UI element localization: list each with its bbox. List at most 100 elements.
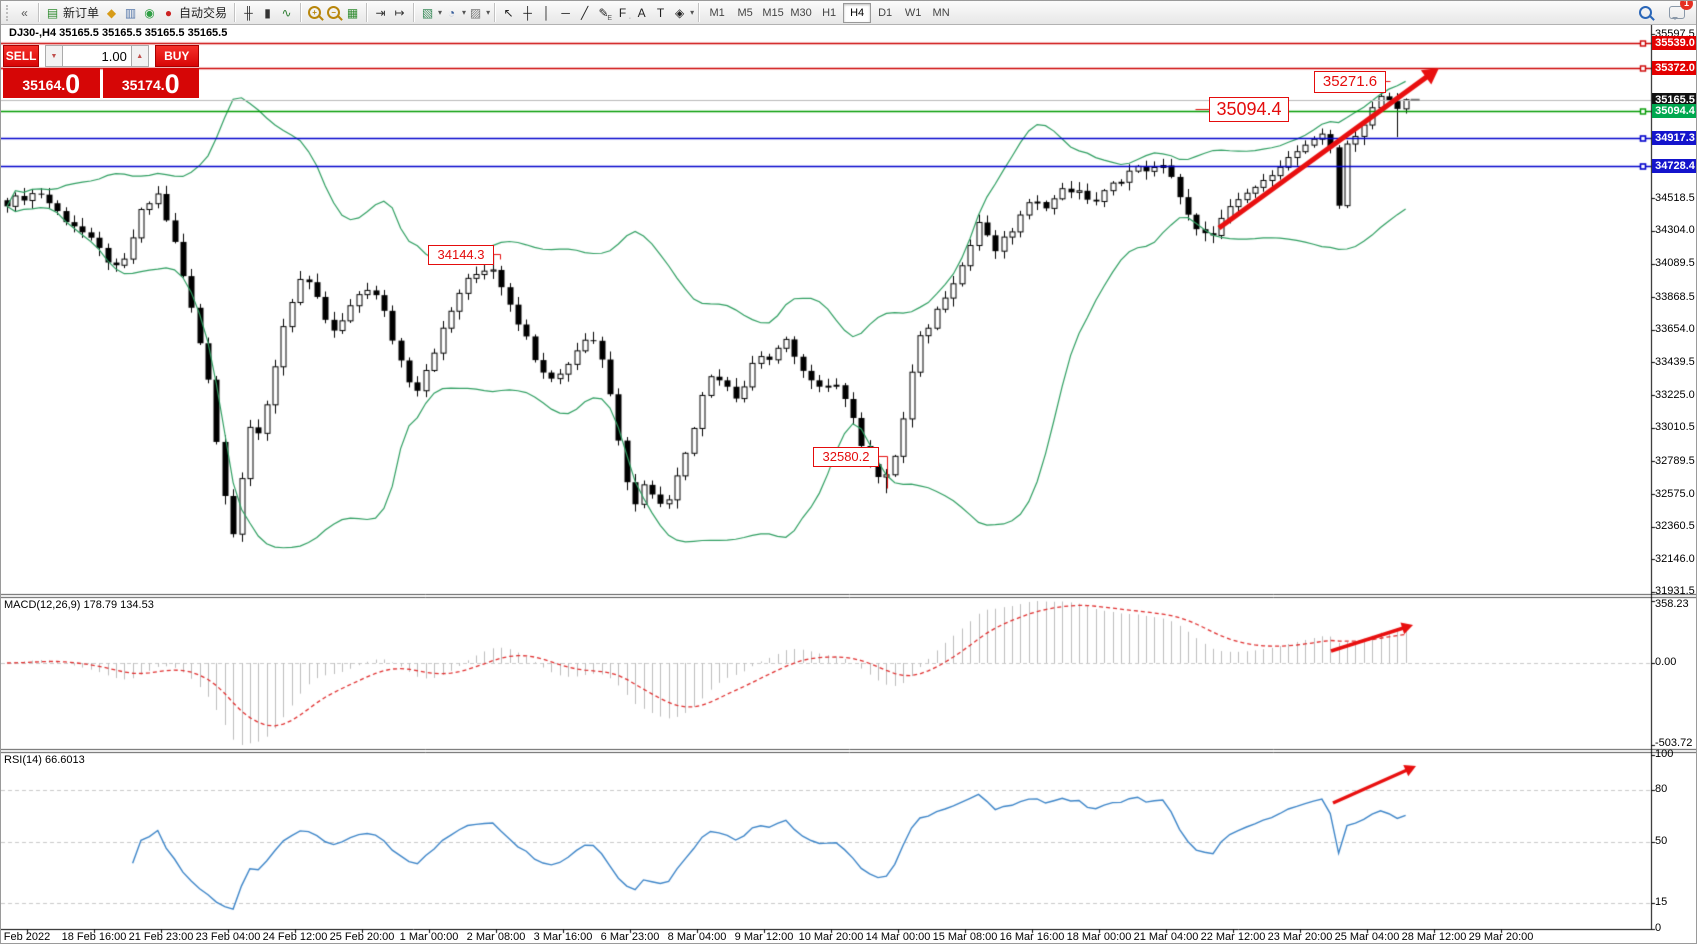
buy-price-display[interactable]: 35174. 0 bbox=[102, 68, 199, 98]
timeframe-h4[interactable]: H4 bbox=[843, 2, 872, 23]
volume-increase-button[interactable]: ▲ bbox=[130, 45, 149, 67]
rsi-scale-label: 15 bbox=[1655, 895, 1668, 908]
macd-indicator-label: MACD(12,26,9) 178.79 134.53 bbox=[4, 599, 154, 611]
timeframe-m30[interactable]: M30 bbox=[790, 6, 812, 19]
price-line-label: 35094.4 bbox=[1652, 103, 1696, 118]
time-tick-label: 21 Feb 23:00 bbox=[128, 931, 194, 943]
buy-button[interactable]: BUY bbox=[154, 45, 199, 67]
new-chart-icon[interactable]: ▧ bbox=[421, 5, 434, 20]
signal-icon[interactable]: ◉ bbox=[144, 5, 155, 20]
notification-badge: 1 bbox=[1680, 1, 1693, 10]
macd-scale-min: -503.72 bbox=[1655, 737, 1693, 749]
arrows-icon[interactable]: ◈ bbox=[674, 5, 685, 20]
zoom-in-icon[interactable]: + bbox=[306, 3, 323, 22]
rsi-scale-label: 0 bbox=[1655, 921, 1662, 934]
arrows-dropdown[interactable]: ▾ bbox=[690, 8, 695, 17]
autotrading-label[interactable]: 自动交易 bbox=[179, 6, 228, 20]
vertical-line-icon[interactable]: │ bbox=[542, 5, 551, 20]
price-tick-label: 34518.5 bbox=[1655, 191, 1695, 204]
trendline-icon[interactable]: ╱ bbox=[580, 5, 589, 20]
price-tick-label: 32789.5 bbox=[1655, 454, 1695, 467]
price-annotation[interactable]: 32580.2 bbox=[813, 447, 879, 467]
time-tick-label: 25 Mar 04:00 bbox=[1334, 931, 1400, 943]
new-order-icon[interactable]: ▤ bbox=[46, 5, 59, 20]
timeframe-m15[interactable]: M15 bbox=[762, 6, 784, 19]
horizontal-line-icon[interactable]: ─ bbox=[561, 5, 570, 20]
volume-decrease-button[interactable]: ▼ bbox=[45, 45, 63, 67]
price-tick-label: 33439.5 bbox=[1655, 355, 1695, 368]
time-tick-label: 2 Mar 08:00 bbox=[466, 931, 526, 943]
rsi-scale-label: 50 bbox=[1655, 835, 1668, 848]
time-tick-label: 10 Mar 20:00 bbox=[798, 931, 864, 943]
toolbar-separator bbox=[366, 3, 368, 22]
rsi-scale-label: 100 bbox=[1655, 748, 1674, 761]
line-chart-icon[interactable]: ∿ bbox=[281, 5, 292, 20]
data-window-icon[interactable]: ▥ bbox=[124, 5, 137, 20]
timeframe-mn[interactable]: MN bbox=[932, 6, 950, 19]
toolbar-grip[interactable] bbox=[6, 4, 11, 21]
timeframe-m5[interactable]: M5 bbox=[737, 6, 753, 19]
price-tick-label: 31931.5 bbox=[1655, 585, 1695, 598]
templates-dropdown[interactable]: ▾ bbox=[486, 8, 491, 17]
autotrading-icon[interactable]: ● bbox=[164, 5, 173, 20]
time-tick-label: 18 Feb 16:00 bbox=[61, 931, 127, 943]
fibonacci-icon[interactable]: F · bbox=[618, 5, 632, 23]
price-tick-label: 34089.5 bbox=[1655, 257, 1695, 270]
templates-icon[interactable]: ▨ bbox=[469, 5, 482, 20]
sell-button[interactable]: SELL bbox=[3, 45, 40, 67]
sell-price-main: 35164 bbox=[22, 77, 62, 93]
zoom-out-icon[interactable]: − bbox=[325, 3, 342, 22]
price-tick-label: 33868.5 bbox=[1655, 290, 1695, 303]
price-line-label: 34728.4 bbox=[1652, 159, 1696, 174]
new-order-label[interactable]: 新订单 bbox=[63, 6, 100, 20]
crosshair-icon[interactable]: ┼ bbox=[523, 5, 532, 20]
search-icon[interactable] bbox=[1637, 3, 1654, 22]
timeframe-m1[interactable]: M1 bbox=[709, 6, 725, 19]
time-tick-label: 21 Mar 04:00 bbox=[1133, 931, 1199, 943]
price-tick-label: 32146.0 bbox=[1655, 552, 1695, 565]
bar-chart-icon[interactable]: ╫ bbox=[244, 5, 253, 20]
periods-icon[interactable]: ◔ bbox=[447, 5, 456, 20]
price-tick-label: 32360.5 bbox=[1655, 520, 1695, 533]
timeframe-h1[interactable]: H1 bbox=[822, 6, 837, 19]
timeframe-d1[interactable]: D1 bbox=[878, 6, 893, 19]
tile-windows-icon[interactable]: ▦ bbox=[346, 5, 359, 20]
sell-price-display[interactable]: 35164. 0 bbox=[3, 68, 100, 98]
price-annotation[interactable]: 34144.3 bbox=[428, 245, 494, 265]
price-tick-label: 33010.5 bbox=[1655, 421, 1695, 434]
buy-price-main: 35174 bbox=[121, 77, 161, 93]
timeframe-w1[interactable]: W1 bbox=[904, 6, 922, 19]
collapse-toolbar-icon[interactable]: « bbox=[21, 5, 28, 20]
new-chart-dropdown[interactable]: ▾ bbox=[438, 8, 443, 17]
periods-dropdown[interactable]: ▾ bbox=[462, 8, 467, 17]
price-annotation[interactable]: 35094.4 bbox=[1209, 97, 1289, 122]
toolbar-separator bbox=[698, 3, 700, 22]
text-label-icon[interactable]: T bbox=[656, 5, 665, 20]
price-line-label: 34917.3 bbox=[1652, 130, 1696, 145]
time-tick-label: 14 Mar 00:00 bbox=[865, 931, 931, 943]
notifications-icon[interactable]: 1 bbox=[1668, 1, 1693, 22]
market-watch-icon[interactable]: ◆ bbox=[106, 5, 117, 20]
text-icon[interactable]: A bbox=[637, 5, 646, 20]
auto-scroll-icon[interactable]: ↦ bbox=[394, 5, 405, 20]
cursor-icon[interactable]: ↖ bbox=[503, 5, 514, 20]
price-annotation[interactable]: 35271.6 bbox=[1314, 71, 1386, 93]
price-tick-label: 34304.0 bbox=[1655, 224, 1695, 237]
time-tick-label: 24 Feb 12:00 bbox=[262, 931, 328, 943]
time-tick-label: 6 Mar 23:00 bbox=[600, 931, 660, 943]
price-tick-label: 33225.0 bbox=[1655, 388, 1695, 401]
chart-shift-icon[interactable]: ⇥ bbox=[375, 5, 386, 20]
equidistant-channel-icon[interactable]: ✎ E bbox=[598, 5, 613, 23]
candlestick-chart-icon[interactable]: ▮ bbox=[264, 5, 271, 20]
toolbar-separator bbox=[494, 3, 496, 22]
time-tick-label: 23 Feb 04:00 bbox=[195, 931, 261, 943]
chart-canvas[interactable] bbox=[1, 25, 1696, 943]
time-tick-label: 9 Mar 12:00 bbox=[734, 931, 794, 943]
time-tick-label: 22 Mar 12:00 bbox=[1200, 931, 1266, 943]
volume-input[interactable] bbox=[62, 45, 131, 67]
time-tick-label: 15 Mar 08:00 bbox=[932, 931, 998, 943]
one-click-trading-panel: SELL ▼ ▲ BUY 35164.0 35174.0 bbox=[3, 45, 199, 98]
rsi-scale-label: 80 bbox=[1655, 783, 1668, 796]
buy-price-dot: . bbox=[160, 77, 165, 93]
toolbar-separator bbox=[413, 3, 415, 22]
